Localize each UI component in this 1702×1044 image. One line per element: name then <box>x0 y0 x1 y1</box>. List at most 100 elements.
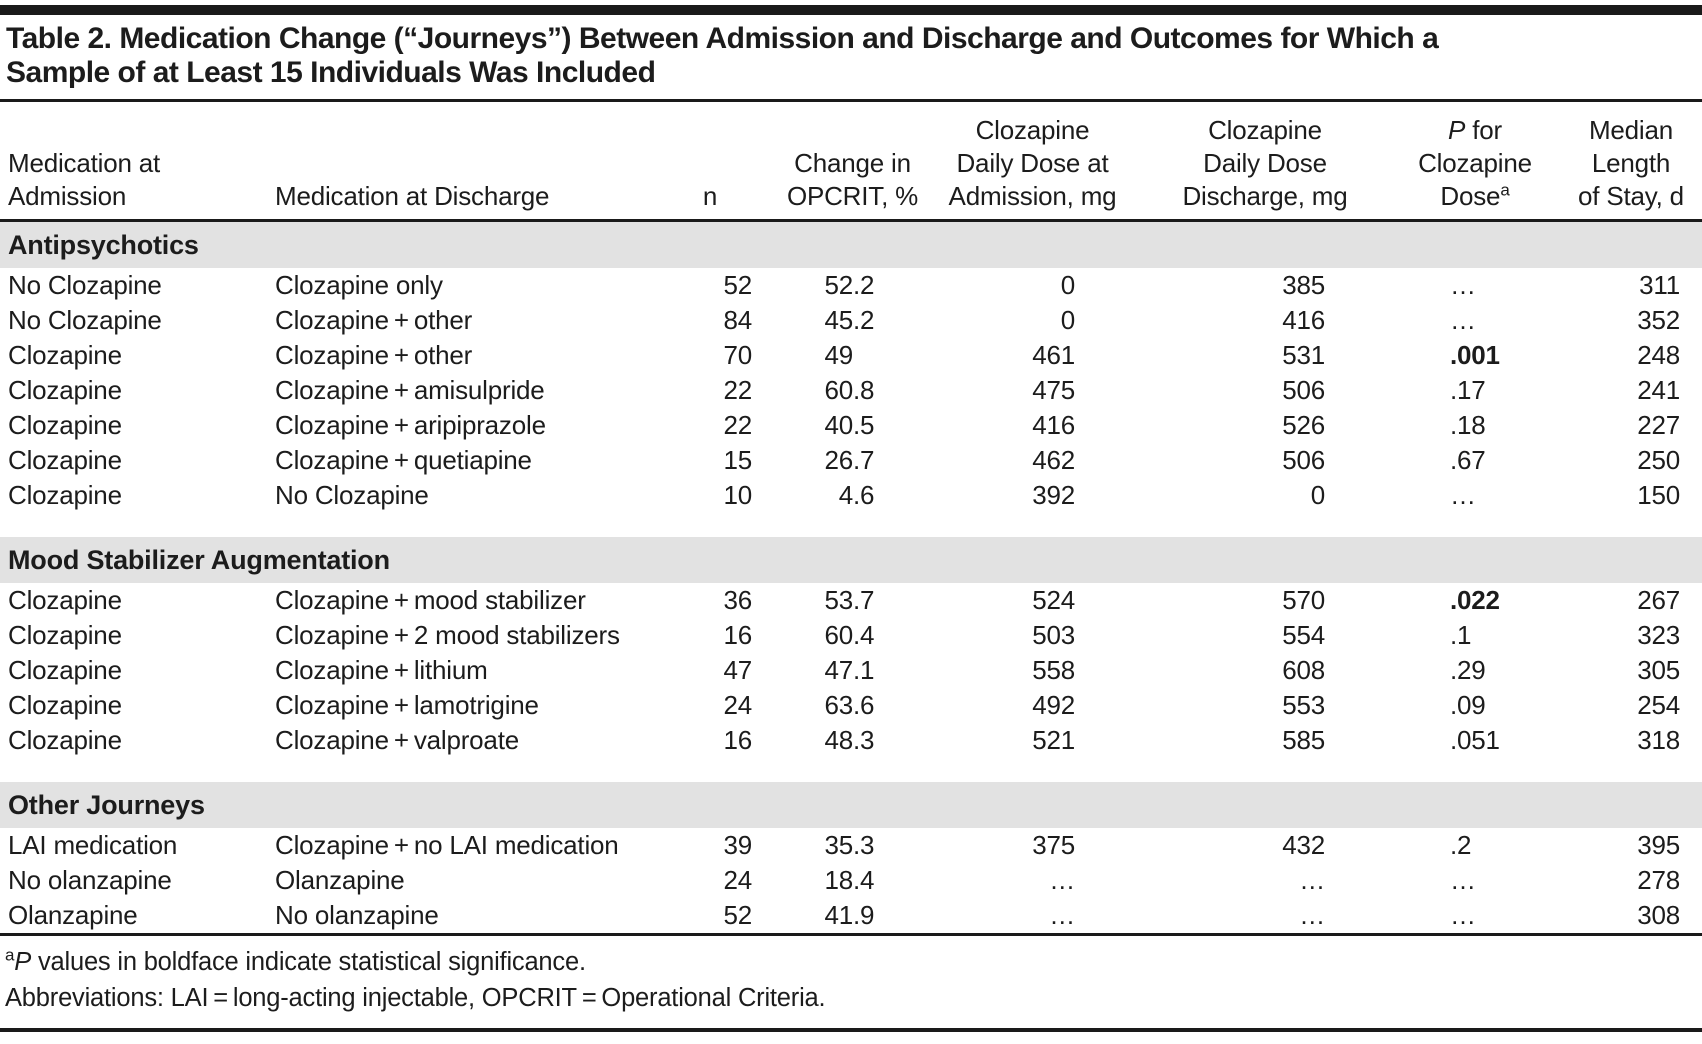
int-part: 70 <box>723 340 752 370</box>
section-band-row: Mood Stabilizer Augmentation <box>0 537 1702 583</box>
table-row: No Clozapine Clozapine only 52 52.2 0 385… 311 <box>0 268 1702 303</box>
int-part: 39 <box>723 830 752 860</box>
numeric-value: 0 <box>925 270 1140 301</box>
cell-clozapine-daily-dose-admission-mg: … <box>925 863 1140 898</box>
header-line: Daily Dose <box>1140 147 1390 180</box>
text-run: values in boldface indicate statistical … <box>31 948 586 976</box>
int-part: 278 <box>1637 865 1680 895</box>
cell-n: 15 <box>640 443 780 478</box>
int-part: 0 <box>1310 480 1325 510</box>
numeric-value: .2 <box>1390 830 1560 861</box>
frac-part: .2 <box>853 270 875 300</box>
int-part: … <box>1049 865 1075 895</box>
numeric-value: 250 <box>1560 445 1702 476</box>
cell-clozapine-daily-dose-discharge-mg: 506 <box>1140 443 1390 478</box>
cell-median-length-of-stay-d: 254 <box>1560 688 1702 723</box>
numeric-value: 432 <box>1140 830 1390 861</box>
text-run: Medication at Discharge <box>275 181 550 211</box>
cell-n: 84 <box>640 303 780 338</box>
int-part: 503 <box>1032 620 1075 650</box>
cell-clozapine-daily-dose-discharge-mg: … <box>1140 863 1390 898</box>
cell-p-for-clozapine-dose: .001 <box>1390 338 1560 373</box>
cell-n: 24 <box>640 863 780 898</box>
int-part <box>1390 340 1450 371</box>
numeric-value: .29 <box>1390 655 1560 686</box>
table-row: Clozapine Clozapine + quetiapine 15 26.7 462… <box>0 443 1702 478</box>
cell-medication-at-discharge: Clozapine + valproate <box>275 725 519 755</box>
int-part: 608 <box>1282 655 1325 685</box>
int-part: … <box>1299 900 1325 930</box>
column-header-n: n <box>640 102 780 222</box>
int-part: 392 <box>1032 480 1075 510</box>
cell-median-length-of-stay-d: 250 <box>1560 443 1702 478</box>
int-part: 227 <box>1637 410 1680 440</box>
table-title: Table 2. Medication Change (“Journeys”) … <box>0 15 1702 99</box>
numeric-value: 385 <box>1140 270 1390 301</box>
cell-clozapine-daily-dose-admission-mg: … <box>925 898 1140 933</box>
int-part: 308 <box>1637 900 1680 930</box>
int-part: … <box>1299 865 1325 895</box>
int-part: … <box>1049 900 1075 930</box>
header-line: OPCRIT, % <box>780 180 925 213</box>
cell-change-in-opcrit-pct: 40.5 <box>780 408 925 443</box>
frac-part: .022 <box>1450 585 1500 615</box>
cell-median-length-of-stay-d: 227 <box>1560 408 1702 443</box>
int-part: 150 <box>1637 480 1680 510</box>
frac-part: .29 <box>1450 655 1486 685</box>
frac-part: .3 <box>853 830 875 860</box>
cell-n: 16 <box>640 723 780 758</box>
int-part: 318 <box>1637 725 1680 755</box>
cell-median-length-of-stay-d: 267 <box>1560 583 1702 618</box>
column-header-clozapine-daily-dose-admission-mg: Clozapine Daily Dose at Admission, mg <box>925 102 1140 222</box>
int-part: 521 <box>1032 725 1075 755</box>
cell-clozapine-daily-dose-discharge-mg: 526 <box>1140 408 1390 443</box>
int-part: 395 <box>1637 830 1680 860</box>
header-line: Change in <box>780 147 925 180</box>
int-part: 16 <box>723 725 752 755</box>
numeric-value: 461 <box>925 340 1140 371</box>
int-part: 416 <box>1032 410 1075 440</box>
int-part: 323 <box>1637 620 1680 650</box>
cell-change-in-opcrit-pct: 47.1 <box>780 653 925 688</box>
cell-p-for-clozapine-dose: .09 <box>1390 688 1560 723</box>
cell-clozapine-daily-dose-admission-mg: 375 <box>925 828 1140 863</box>
text-run: Median <box>1588 115 1674 145</box>
int-part <box>1390 410 1450 441</box>
numeric-value: .09 <box>1390 690 1560 721</box>
frac-part: .9 <box>853 900 875 930</box>
cell-clozapine-daily-dose-discharge-mg: 553 <box>1140 688 1390 723</box>
table-row: No Clozapine Clozapine + other 84 45.2 0 416 …… <box>0 303 1702 338</box>
cell-clozapine-daily-dose-admission-mg: 521 <box>925 723 1140 758</box>
cell-clozapine-daily-dose-discharge-mg: 385 <box>1140 268 1390 303</box>
numeric-value: 554 <box>1140 620 1390 651</box>
numeric-value: 227 <box>1560 410 1702 441</box>
cell-n: 52 <box>640 898 780 933</box>
int-part: 53 <box>824 585 853 615</box>
cell-p-for-clozapine-dose: .022 <box>1390 583 1560 618</box>
section-header: Other Journeys <box>0 782 1702 828</box>
cell-clozapine-daily-dose-discharge-mg: 554 <box>1140 618 1390 653</box>
numeric-value: 49 <box>780 340 925 371</box>
numeric-value: .1 <box>1390 620 1560 651</box>
cell-clozapine-daily-dose-discharge-mg: 608 <box>1140 653 1390 688</box>
cell-change-in-opcrit-pct: 48.3 <box>780 723 925 758</box>
int-part: 570 <box>1282 585 1325 615</box>
cell-n: 22 <box>640 373 780 408</box>
cell-n: 39 <box>640 828 780 863</box>
column-header-clozapine-daily-dose-discharge-mg: Clozapine Daily Dose Discharge, mg <box>1140 102 1390 222</box>
int-part <box>1390 690 1450 721</box>
cell-medication-at-admission: No Clozapine <box>8 270 162 300</box>
numeric-value: 26.7 <box>780 445 925 476</box>
frac-part: … <box>1450 270 1476 300</box>
frac-part: .17 <box>1450 375 1486 405</box>
frac-part: .001 <box>1450 340 1500 370</box>
int-part <box>1390 270 1450 301</box>
cell-n: 36 <box>640 583 780 618</box>
numeric-value: 4.6 <box>780 480 925 511</box>
table-row: Clozapine Clozapine + mood stabilizer 36 53… <box>0 583 1702 618</box>
numeric-value: 16 <box>640 620 780 651</box>
cell-p-for-clozapine-dose: … <box>1390 898 1560 933</box>
frac-part: .6 <box>853 690 875 720</box>
table-row: No olanzapine Olanzapine 24 18.4 … … … 278 <box>0 863 1702 898</box>
int-part: 254 <box>1637 690 1680 720</box>
